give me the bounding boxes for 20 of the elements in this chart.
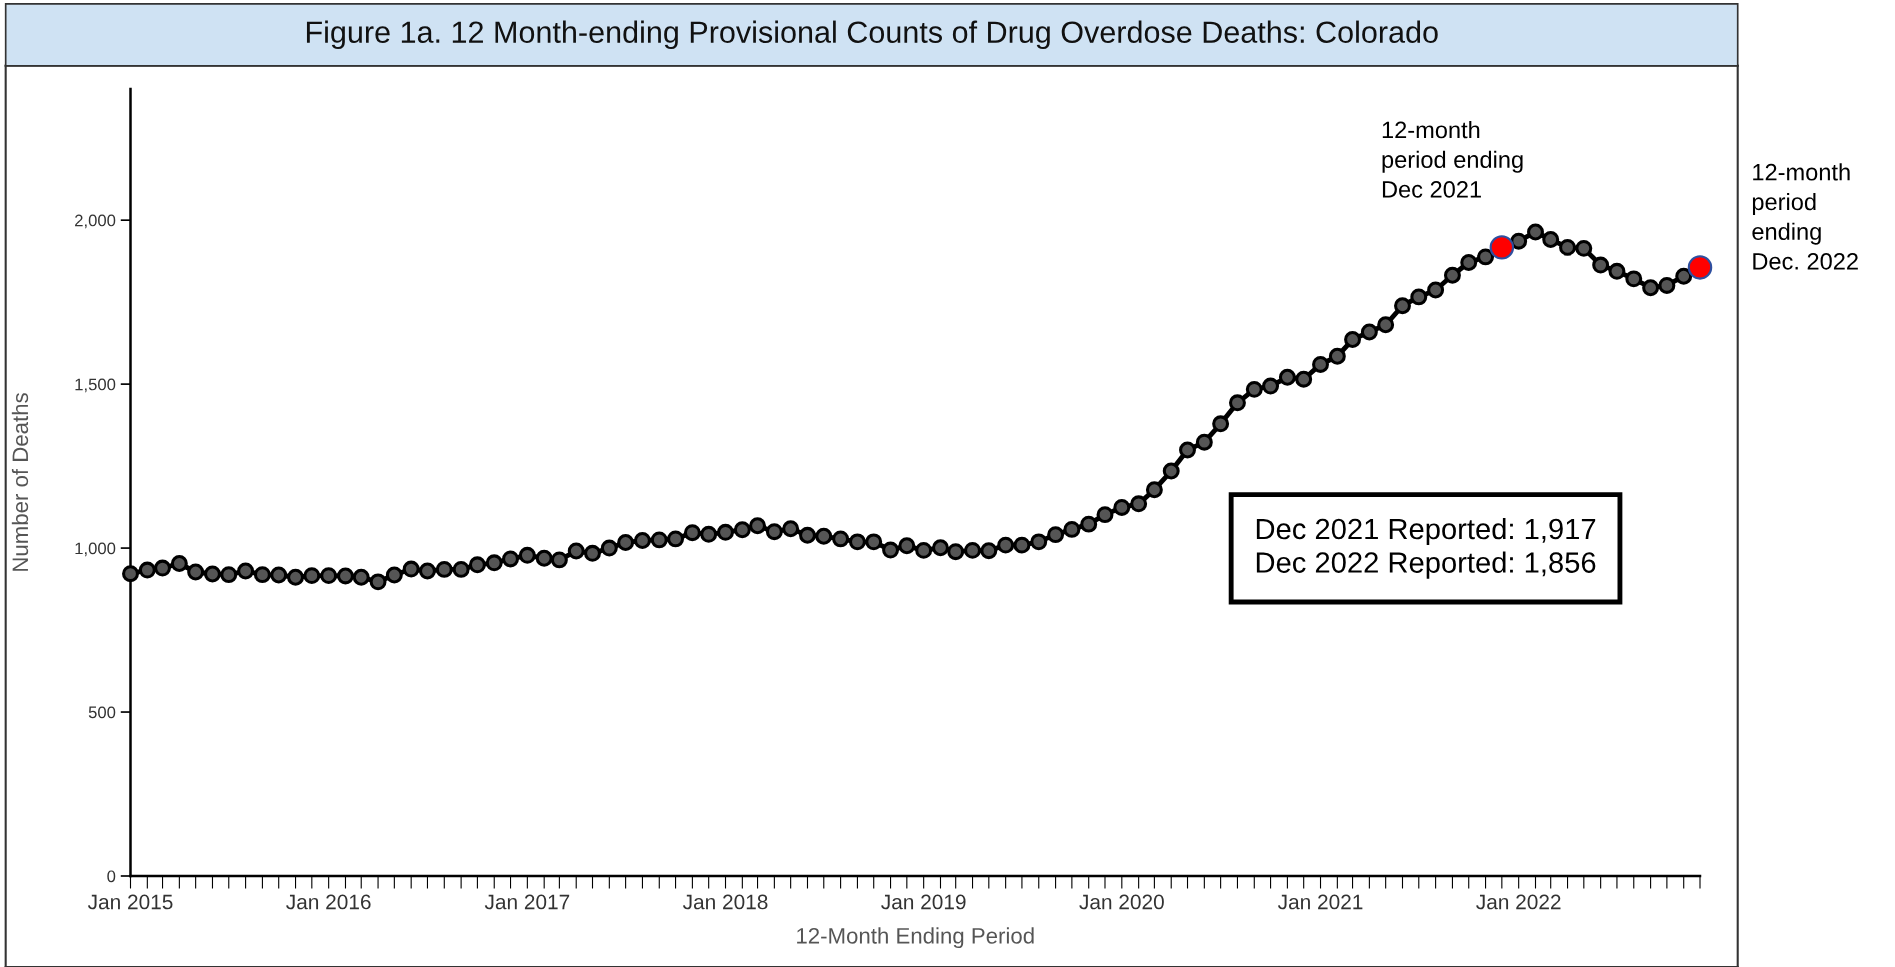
y-tick-label: 0 — [107, 870, 116, 883]
annotation: 12-month period ending Dec. 2022 — [1752, 163, 1858, 270]
annotation: Dec 2021 Reported: 1,917 — [1256, 517, 1596, 546]
x-tick-label: Jan 2016 — [286, 894, 371, 910]
x-tick-label: Jan 2019 — [881, 894, 966, 910]
x-tick-label: Jan 2022 — [1476, 894, 1561, 910]
x-tick-label: Jan 2017 — [484, 894, 570, 910]
y-tick-label: 1,000 — [75, 542, 116, 557]
x-tick-label: Jan 2020 — [1079, 894, 1164, 910]
x-tick-label: Jan 2021 — [1277, 894, 1363, 910]
x-tick-label: Jan 2018 — [682, 894, 768, 910]
y-tick-label: 2,000 — [75, 214, 116, 229]
y-axis-title: Number of Deaths — [11, 393, 29, 571]
annotation: Dec 2022 Reported: 1,856 — [1256, 551, 1596, 579]
chart-title: Figure 1a. 12 Month-ending Provisional Counts of Drug Overdose Deaths: Colorado — [306, 20, 1438, 50]
x-axis-title: 12-Month Ending Period — [797, 927, 1034, 949]
y-tick-label: 500 — [88, 706, 116, 719]
x-tick-label: Jan 2015 — [87, 894, 173, 910]
annotation: 12-month period ending Dec 2021 — [1382, 120, 1523, 198]
y-tick-label: 1,500 — [75, 378, 116, 393]
